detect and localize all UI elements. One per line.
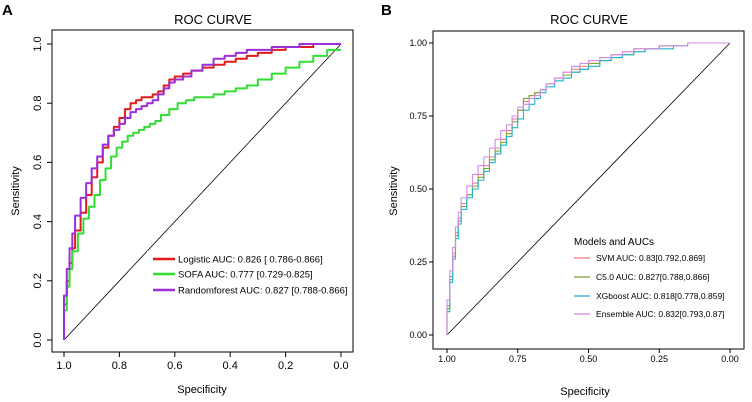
panel-a-y-tick-label: 0.6 (32, 155, 44, 170)
panel-a-roc-curve-1 (63, 43, 341, 340)
panel-b-letter: B (381, 2, 392, 19)
panel-b-y-tick-label: 0.75 (409, 111, 427, 121)
panel-b-y-axis: 0.00 0.25 0.50 0.75 1.00 Sensitivity (388, 38, 433, 340)
panel-b-legend-label: SVM AUC: 0.83[0.792,0.869] (596, 253, 705, 263)
panel-b-x-axis-label: Specificity (560, 386, 610, 398)
panel-b-x-tick-label: 0.75 (509, 354, 527, 364)
panel-a: A ROC CURVE 1.0 0.8 0.6 0.4 0.2 0.0 Spec… (2, 2, 354, 396)
panel-a-x-tick-label: 0.8 (112, 360, 127, 372)
panel-a-plot-frame (51, 29, 354, 353)
panel-b-legend: Models and AUCs SVM AUC: 0.83[0.792,0.86… (568, 232, 738, 326)
panel-b-y-tick-label: 1.00 (409, 38, 427, 48)
panel-b-legend-label: Ensemble AUC: 0.832[0.793,0.87] (596, 309, 725, 319)
panel-b-x-tick-label: 0.00 (721, 354, 739, 364)
panel-a-x-tick-label: 0.2 (278, 360, 293, 372)
panel-a-legend-label: Logistic AUC: 0.826 [ 0.786-0.866] (178, 255, 323, 266)
panel-a-x-axis: 1.0 0.8 0.6 0.4 0.2 0.0 Specificity (56, 352, 349, 396)
panel-b-legend-title: Models and AUCs (574, 237, 654, 248)
panel-a-roc-curve-2 (63, 48, 341, 340)
panel-a-reference-line (63, 43, 342, 341)
panel-b-roc-curve-3 (446, 42, 730, 335)
panel-a-y-axis-label: Sensitivity (10, 166, 22, 216)
panel-a-y-axis: 0.0 0.2 0.4 0.6 0.8 1.0 Sensitivity (10, 36, 52, 348)
panel-b-x-tick-label: 0.25 (650, 354, 668, 364)
panel-a-y-tick-label: 0.0 (32, 332, 44, 347)
panel-b-y-tick-label: 0.50 (409, 184, 427, 194)
panel-a-y-tick-label: 0.8 (32, 96, 44, 111)
panel-a-curves (63, 43, 341, 340)
panel-b-x-tick-label: 0.50 (580, 354, 598, 364)
panel-a-roc-curve-3 (63, 43, 341, 340)
panel-a-x-tick-label: 0.0 (333, 360, 348, 372)
panel-b-y-axis-label: Sensitivity (388, 166, 400, 216)
panel-a-legend-label: SOFA AUC: 0.777 [0.729-0.825] (178, 270, 313, 281)
panel-a-y-tick-label: 1.0 (32, 36, 44, 51)
panel-b-legend-label: XGboost AUC: 0.818[0.778,0.859] (596, 291, 725, 301)
panel-b-curves (446, 42, 730, 335)
panel-a-x-tick-label: 1.0 (56, 360, 71, 372)
panel-b: B ROC CURVE 1.00 0.75 0.50 0.25 0.00 Spe… (381, 2, 745, 398)
panel-a-letter: A (2, 2, 13, 19)
panel-a-x-axis-label: Specificity (177, 384, 227, 396)
panel-b-x-tick-label: 1.00 (438, 354, 456, 364)
panel-a-legend: Logistic AUC: 0.826 [ 0.786-0.866] SOFA … (147, 251, 348, 303)
panel-a-x-tick-label: 0.4 (223, 360, 238, 372)
panel-a-y-tick-label: 0.4 (32, 214, 44, 229)
panel-a-legend-label: Randomforest AUC: 0.827 [0.788-0.866] (178, 286, 348, 297)
panel-b-roc-curve-4 (446, 42, 730, 335)
panel-a-legend-box (147, 251, 345, 303)
panel-a-y-tick-label: 0.2 (32, 273, 44, 288)
panel-b-legend-label: C5.0 AUC: 0.827[0.788,0.866] (596, 272, 709, 282)
panel-b-y-tick-label: 0.00 (409, 330, 427, 340)
panel-b-y-tick-label: 0.25 (409, 257, 427, 267)
panel-b-legend-box (568, 232, 738, 326)
panel-a-x-tick-label: 0.6 (167, 360, 182, 372)
panel-b-reference-line (446, 42, 731, 336)
panel-a-title: ROC CURVE (174, 12, 252, 27)
panel-b-title: ROC CURVE (550, 12, 628, 27)
panel-b-x-axis: 1.00 0.75 0.50 0.25 0.00 Specificity (438, 349, 739, 398)
